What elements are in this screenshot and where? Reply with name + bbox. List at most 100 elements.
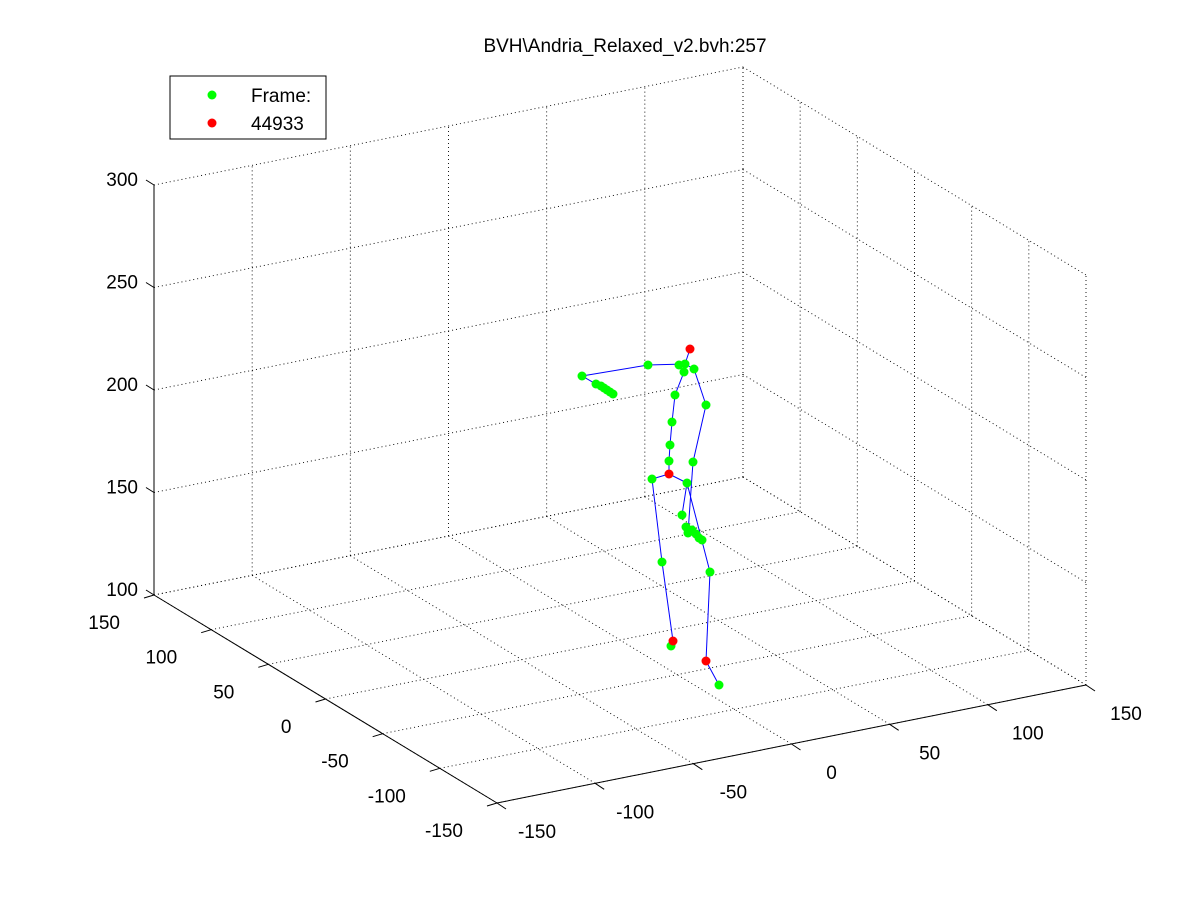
joint-point [643,360,653,370]
joint-point [679,367,689,377]
right-wall-z-grid-line [742,66,1087,276]
y-tick-label: -50 [321,752,348,773]
y-tick-mark [143,594,155,599]
z-tick-label: 100 [106,580,138,601]
skeleton-bone [671,394,676,423]
z-tick-mark [145,282,155,288]
x-tick-label: -50 [720,783,747,804]
joint-point [682,478,692,488]
x-tick-mark [889,723,899,731]
y-tick-mark [201,629,212,634]
joint-point [688,457,698,467]
skeleton-bone [692,404,707,463]
joint-point [701,400,711,410]
z-tick-label: 250 [106,273,138,294]
skeleton-joints [577,344,724,690]
y-tick-label: 0 [281,717,292,738]
joint-point [705,567,715,577]
y-tick-mark [258,663,269,668]
x-tick-label: 50 [919,743,940,764]
x-tick-label: -100 [616,802,654,823]
joint-point [670,390,680,400]
back-wall-z-grid-line [153,374,744,493]
end-site-point [701,656,711,666]
floor-grid-line [546,515,890,725]
x-tick-mark [693,763,703,771]
joint-point [577,371,587,381]
floor-grid-line [211,511,801,631]
x-tick-label: 100 [1012,724,1044,745]
y-tick-label: -150 [425,821,463,842]
x-tick-mark [791,743,801,751]
y-tick-label: 50 [213,682,234,703]
y-tick-mark [315,698,326,703]
legend-label-frame: Frame: [251,86,311,107]
skeleton-bone [686,482,711,573]
skeleton-bone [705,660,720,686]
legend-box [169,75,327,140]
legend-marker-value [207,118,217,128]
legend-marker-frame [207,90,217,100]
right-wall-z-grid-line [742,476,1087,686]
end-site-point [685,344,695,354]
floor-grid-line [268,545,858,665]
x-tick-mark [987,704,998,712]
joint-point [664,456,674,466]
x-tick-label: 150 [1110,704,1142,725]
z-tick-mark [145,589,155,596]
legend: Frame: 44933 [169,75,327,140]
y-tick-mark [429,767,440,772]
joint-point [677,510,687,520]
joint-point [657,557,667,567]
skeleton-bone [705,571,711,662]
floor-grid-line [382,615,972,735]
floor-grid-line [644,496,989,706]
z-tick-mark [145,487,155,493]
skeleton-bone [681,482,688,516]
z-tick-mark [145,384,155,391]
z-tick-label: 300 [106,170,138,191]
skeleton-bone [661,561,674,642]
right-wall-z-grid-line [742,271,1087,481]
y-tick-label: 150 [88,613,120,634]
joint-point [674,360,684,370]
z-tick-label: 200 [106,375,138,396]
skeleton-bone [693,368,707,406]
back-wall-z-grid-line [153,66,744,186]
y-tick-label: 100 [145,648,177,669]
back-wall-z-grid-line [153,271,744,391]
legend-label-value: 44933 [251,114,304,135]
back-wall-z-grid-line [153,476,744,596]
right-wall-z-grid-line [742,169,1087,378]
floor-grid-line [325,580,915,700]
right-wall-z-grid-line [742,374,1087,583]
joint-point [665,440,675,450]
x-tick-mark [1085,684,1096,692]
y-tick-label: -100 [368,786,406,807]
skeleton-bone [581,364,649,377]
joint-point [689,364,699,374]
chart-title: BVH\Andria_Relaxed_v2.bvh:257 [483,36,766,57]
joint-point [608,389,618,399]
end-site-point [668,636,678,646]
joint-point [714,680,724,690]
floor-grid-line [439,649,1029,769]
grid-lines [153,66,1087,804]
x-tick-mark [594,782,605,790]
joint-point [667,417,677,427]
joint-point [647,474,657,484]
z-tick-label: 150 [106,478,138,499]
y-tick-mark [372,733,383,738]
axes [153,185,1087,804]
skeleton-bones [581,348,720,686]
x-tick-label: -150 [518,822,556,843]
joint-point [697,535,707,545]
x-tick-label: 0 [826,763,837,784]
x-tick-mark [496,802,507,810]
skeleton-bone [651,478,663,563]
y-tick-mark [486,802,498,807]
back-wall-z-grid-line [153,169,744,288]
z-tick-mark [145,179,155,186]
end-site-point [664,469,674,479]
